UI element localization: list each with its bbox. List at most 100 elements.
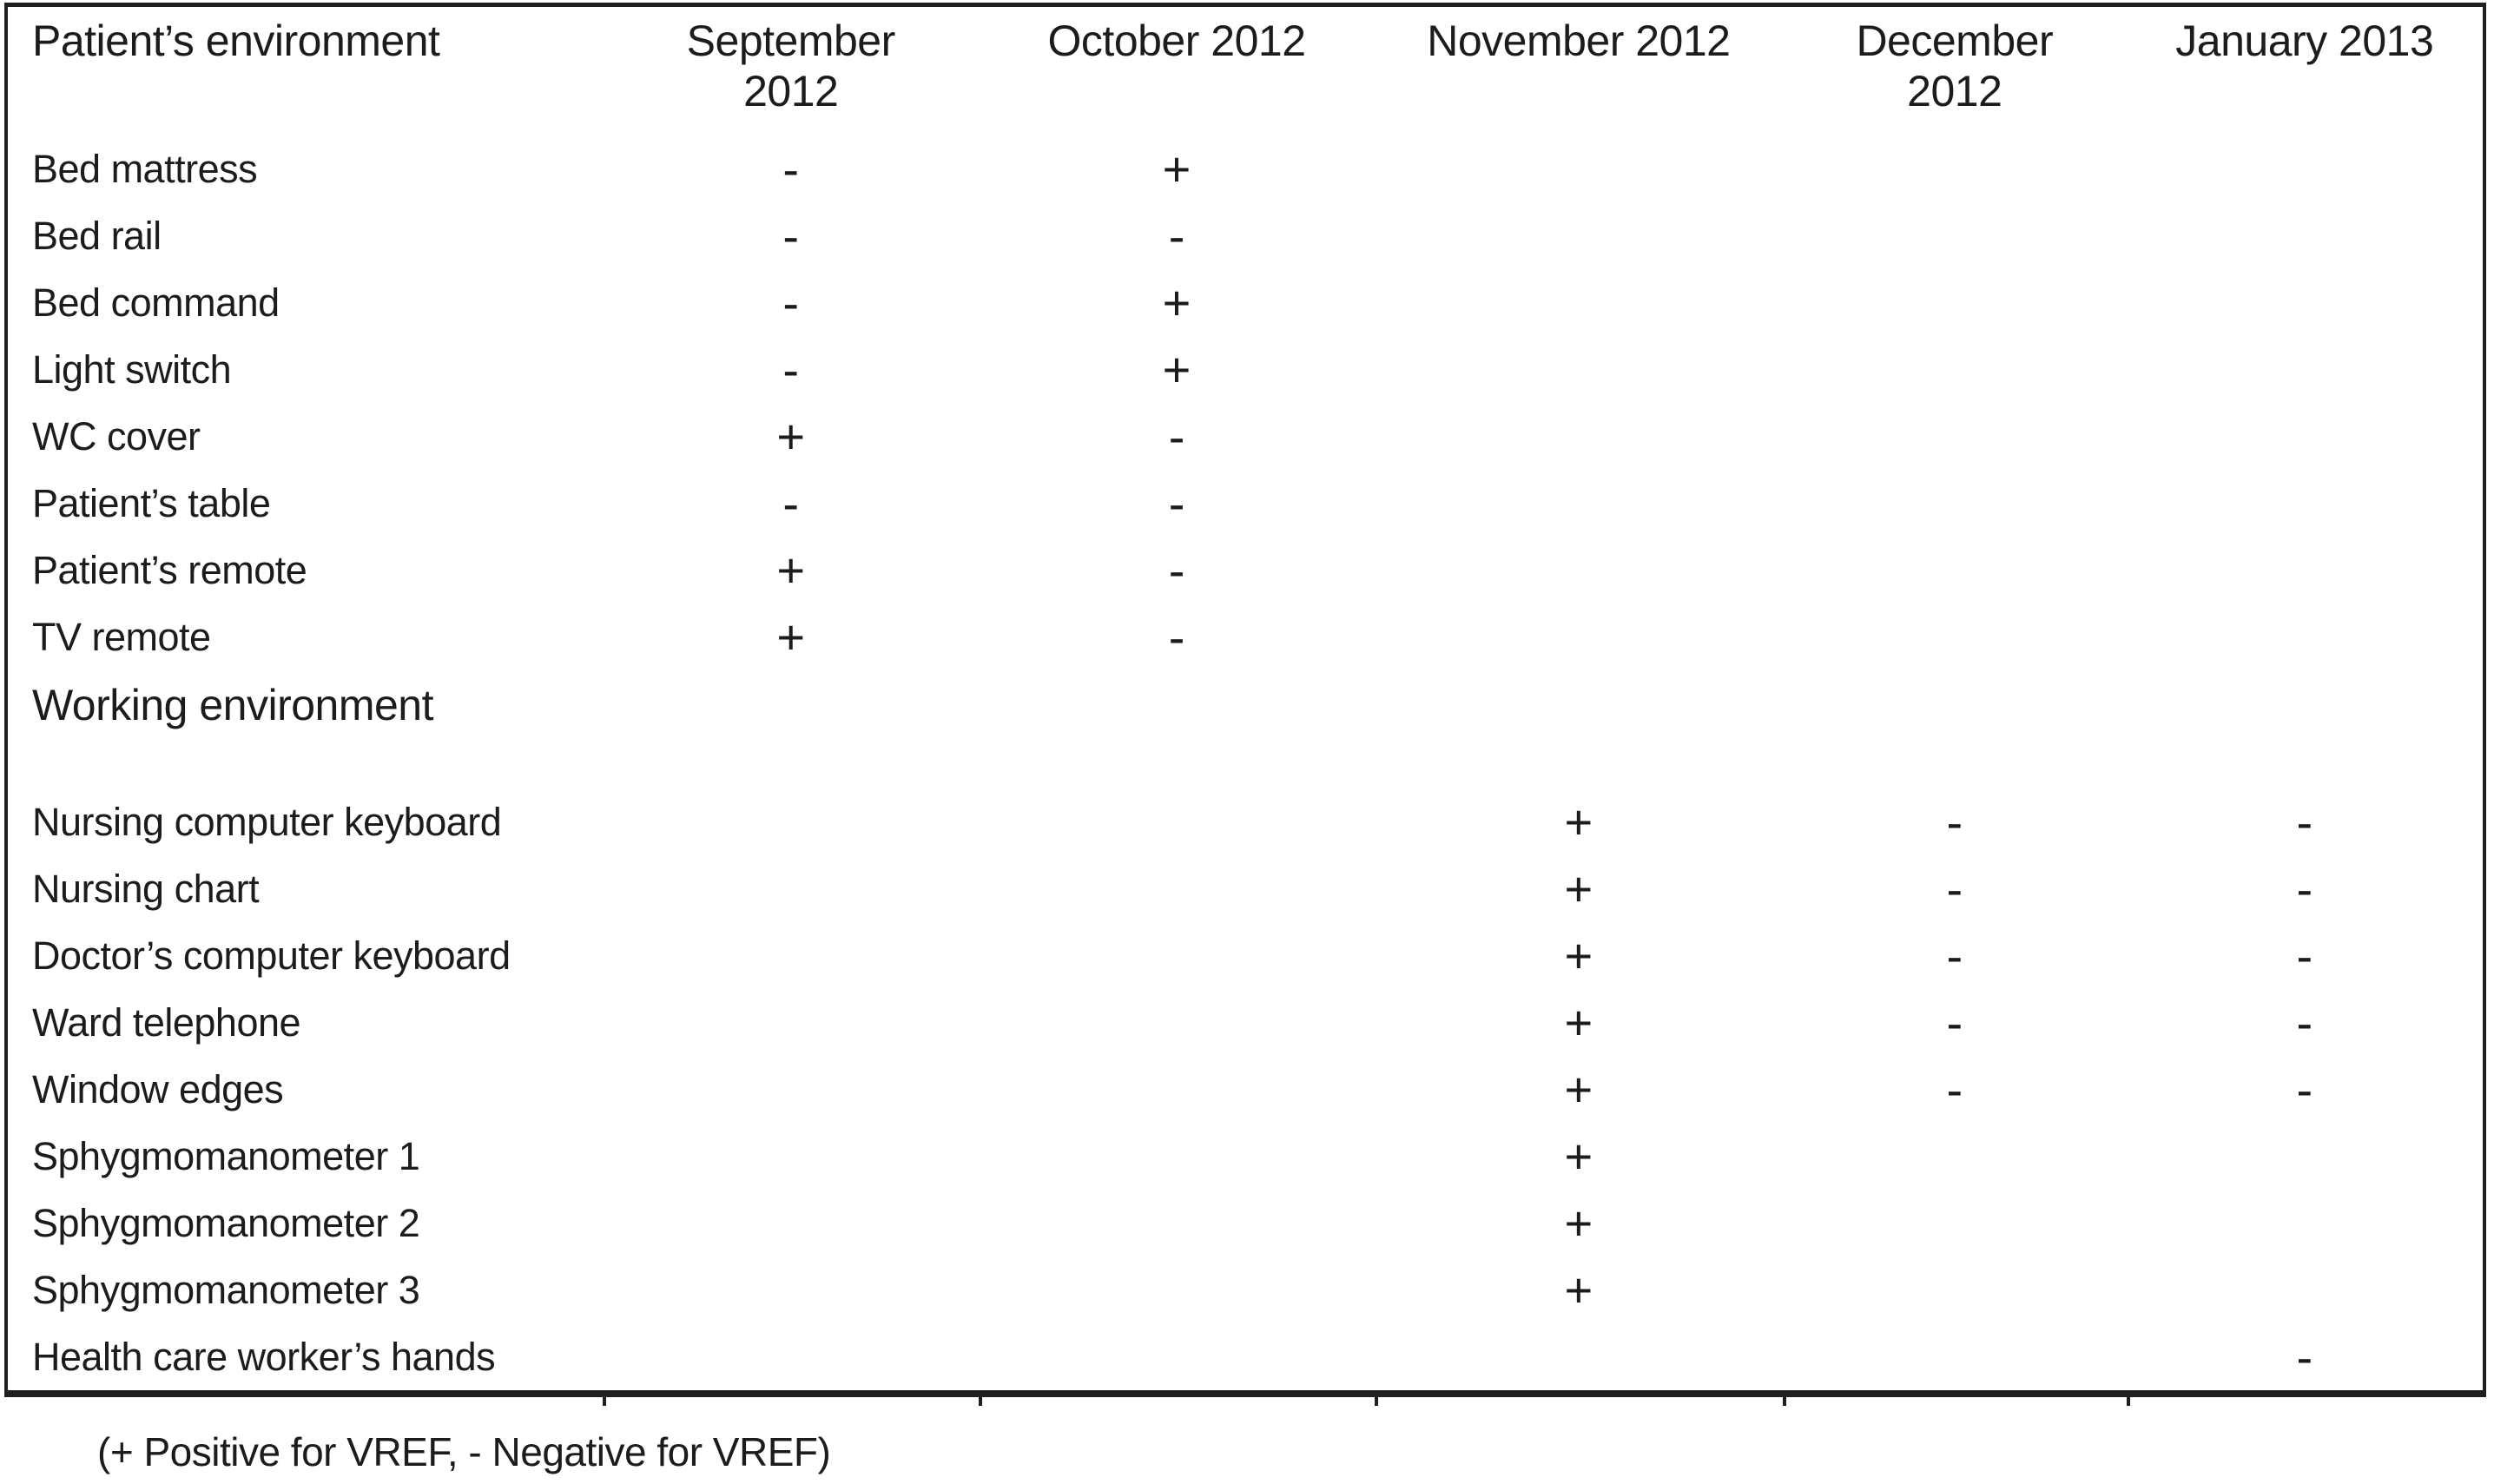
row-label: Sphygmomanometer 2 bbox=[32, 1200, 420, 1245]
column-boundary-tick bbox=[1783, 1390, 1787, 1406]
row-label: Doctor’s computer keyboard bbox=[32, 933, 511, 978]
legend-note: (+ Positive for VREF, - Negative for VRE… bbox=[97, 1429, 831, 1474]
column-header-october-2012: October 2012 bbox=[1047, 16, 1306, 65]
row-label: Light switch bbox=[32, 346, 232, 392]
row-label: Patient’s remote bbox=[32, 547, 307, 592]
row-sphygmomanometer-1: Sphygmomanometer 1 + bbox=[8, 1123, 2483, 1190]
cell-january: - bbox=[2296, 1062, 2313, 1117]
cell-january bbox=[2127, 1256, 2483, 1323]
environment-sampling-table: Patient’s environment September 2012 Oct… bbox=[4, 3, 2486, 1406]
row-patients-remote: Patient’s remote + - bbox=[8, 537, 2483, 603]
cell-november: + bbox=[1564, 795, 1593, 849]
cell-october bbox=[979, 1190, 1374, 1256]
cell-october: - bbox=[1168, 610, 1185, 664]
row-label: Ward telephone bbox=[32, 999, 301, 1045]
cell-december: - bbox=[1946, 928, 1963, 983]
cell-november: + bbox=[1564, 1196, 1593, 1250]
column-header-september-2012: September 2012 bbox=[686, 16, 896, 115]
row-nursing-computer-keyboard: Nursing computer keyboard + - - bbox=[8, 788, 2483, 855]
cell-january bbox=[2127, 1123, 2483, 1190]
row-bed-mattress: Bed mattress - + bbox=[8, 135, 2483, 202]
cell-november: + bbox=[1564, 928, 1593, 983]
cell-september bbox=[603, 855, 979, 922]
sampling-table: Patient’s environment September 2012 Oct… bbox=[8, 7, 2483, 1390]
column-boundary-tick bbox=[603, 1390, 607, 1406]
cell-november bbox=[1375, 603, 1783, 670]
cell-january: - bbox=[2296, 928, 2313, 983]
cell-january bbox=[2127, 403, 2483, 470]
cell-september bbox=[603, 922, 979, 989]
cell-october: - bbox=[1168, 543, 1185, 597]
column-boundary-tick bbox=[979, 1390, 983, 1406]
cell-october: + bbox=[1162, 342, 1191, 397]
spacer-row bbox=[8, 740, 2483, 788]
row-patients-table: Patient’s table - - bbox=[8, 470, 2483, 537]
cell-december bbox=[1783, 470, 2127, 537]
cell-december: - bbox=[1946, 995, 1963, 1050]
section-header-working-environment: Working environment bbox=[8, 670, 2483, 740]
row-label: TV remote bbox=[32, 614, 211, 659]
cell-september: + bbox=[776, 610, 806, 664]
row-sphygmomanometer-3: Sphygmomanometer 3 + bbox=[8, 1256, 2483, 1323]
row-label: Nursing computer keyboard bbox=[32, 799, 502, 844]
column-boundary-tick bbox=[2126, 1390, 2130, 1406]
cell-october bbox=[979, 989, 1374, 1056]
cell-december bbox=[1783, 135, 2127, 202]
cell-november bbox=[1375, 269, 1783, 336]
cell-december bbox=[1783, 202, 2127, 269]
cell-september bbox=[603, 1256, 979, 1323]
row-wc-cover: WC cover + - bbox=[8, 403, 2483, 470]
row-sphygmomanometer-2: Sphygmomanometer 2 + bbox=[8, 1190, 2483, 1256]
cell-november: + bbox=[1564, 1263, 1593, 1317]
row-label: Sphygmomanometer 3 bbox=[32, 1267, 420, 1312]
cell-october: + bbox=[1162, 142, 1191, 196]
cell-january bbox=[2127, 1190, 2483, 1256]
cell-september: - bbox=[782, 142, 800, 196]
cell-december bbox=[1783, 269, 2127, 336]
cell-october bbox=[979, 922, 1374, 989]
cell-december bbox=[1783, 403, 2127, 470]
cell-november bbox=[1375, 470, 1783, 537]
cell-january bbox=[2127, 135, 2483, 202]
cell-november: + bbox=[1564, 861, 1593, 916]
row-label: Health care worker’s hands bbox=[32, 1334, 496, 1379]
column-header-november-2012: November 2012 bbox=[1427, 16, 1731, 65]
cell-october bbox=[979, 1056, 1374, 1123]
row-doctors-computer-keyboard: Doctor’s computer keyboard + - - bbox=[8, 922, 2483, 989]
cell-december: - bbox=[1946, 1062, 1963, 1117]
cell-october bbox=[979, 855, 1374, 922]
cell-september: + bbox=[776, 409, 806, 464]
row-tv-remote: TV remote + - bbox=[8, 603, 2483, 670]
cell-october bbox=[979, 1123, 1374, 1190]
cell-december bbox=[1783, 336, 2127, 403]
cell-december bbox=[1783, 1190, 2127, 1256]
cell-october bbox=[979, 1323, 1374, 1390]
row-label: Bed mattress bbox=[32, 146, 258, 191]
column-header-december-2012: December 2012 bbox=[1856, 16, 2054, 115]
row-nursing-chart: Nursing chart + - - bbox=[8, 855, 2483, 922]
row-label: Patient’s table bbox=[32, 480, 271, 525]
row-window-edges: Window edges + - - bbox=[8, 1056, 2483, 1123]
cell-september: - bbox=[782, 342, 800, 397]
row-label: WC cover bbox=[32, 413, 201, 458]
cell-december bbox=[1783, 603, 2127, 670]
row-ward-telephone: Ward telephone + - - bbox=[8, 989, 2483, 1056]
section-header-label: Working environment bbox=[32, 681, 434, 729]
cell-december bbox=[1783, 1123, 2127, 1190]
cell-january bbox=[2127, 336, 2483, 403]
cell-september bbox=[603, 788, 979, 855]
cell-january: - bbox=[2296, 1329, 2313, 1384]
cell-january bbox=[2127, 470, 2483, 537]
cell-january: - bbox=[2296, 995, 2313, 1050]
cell-january: - bbox=[2296, 861, 2313, 916]
cell-november: + bbox=[1564, 1129, 1593, 1184]
table-header-row: Patient’s environment September 2012 Oct… bbox=[8, 7, 2483, 135]
cell-september: + bbox=[776, 543, 806, 597]
cell-november bbox=[1375, 537, 1783, 603]
cell-january bbox=[2127, 537, 2483, 603]
cell-november bbox=[1375, 135, 1783, 202]
cell-october: + bbox=[1162, 275, 1191, 330]
cell-september: - bbox=[782, 476, 800, 531]
cell-november bbox=[1375, 403, 1783, 470]
